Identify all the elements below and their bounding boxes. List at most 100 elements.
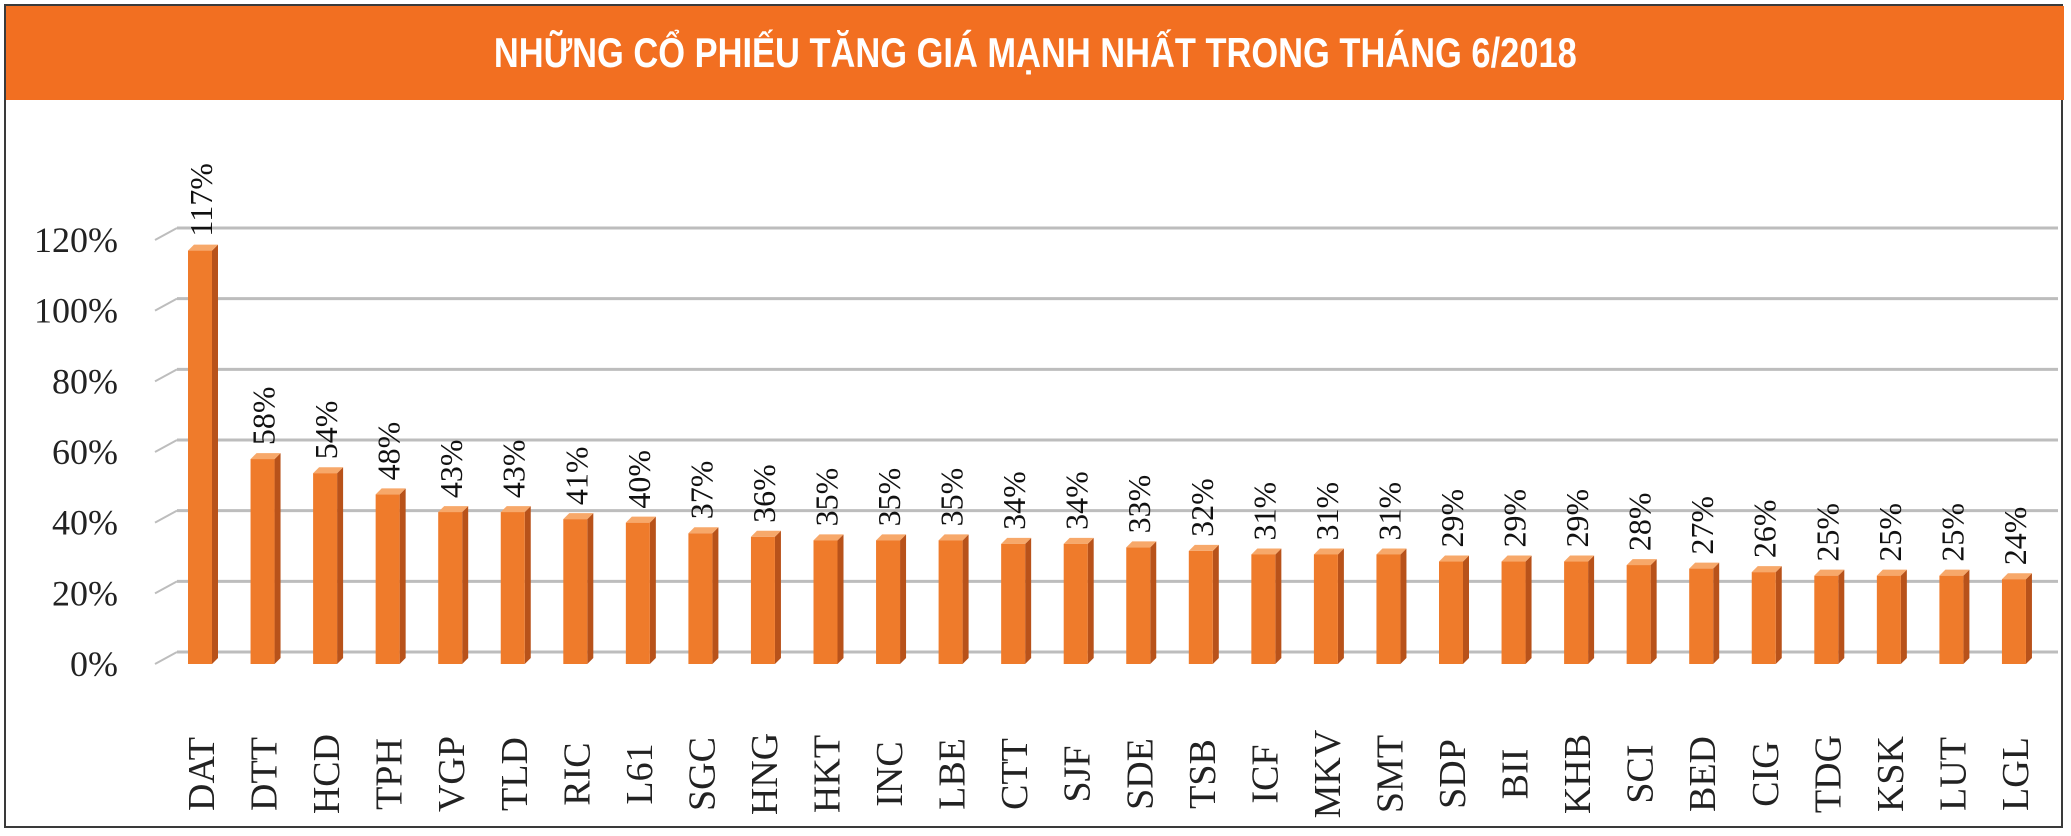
bar-side xyxy=(524,506,531,664)
data-label: 37% xyxy=(683,461,719,520)
bar-top xyxy=(813,534,844,541)
data-label: 29% xyxy=(1434,489,1470,548)
bar-TPH xyxy=(375,488,406,664)
bar-side xyxy=(1087,537,1094,664)
bar-side xyxy=(274,453,281,664)
bar-top xyxy=(313,467,344,474)
bar-INC xyxy=(876,534,907,664)
data-label: 25% xyxy=(1809,503,1845,562)
data-label: 29% xyxy=(1497,489,1533,548)
bar-side xyxy=(1337,548,1344,664)
x-tick-label: VGP xyxy=(431,736,473,812)
y-tick-label: 0% xyxy=(70,644,118,684)
data-label: 29% xyxy=(1559,489,1595,548)
x-tick-label: CIG xyxy=(1745,741,1787,806)
x-tick-label: KHB xyxy=(1557,734,1599,814)
bar-front xyxy=(1188,550,1213,664)
bar-LUT xyxy=(1939,569,1970,664)
bar-TSB xyxy=(1188,544,1219,664)
bar-side xyxy=(774,530,781,664)
bar-MKV xyxy=(1313,548,1344,664)
y-tick-label: 80% xyxy=(52,361,118,401)
x-tick-label: TLD xyxy=(494,737,536,811)
bar-side xyxy=(1713,562,1720,664)
bar-SDE xyxy=(1126,541,1157,664)
bar-side xyxy=(1212,544,1219,664)
x-tick-label: KSK xyxy=(1870,735,1912,812)
bar-TLD xyxy=(500,506,531,664)
bar-CTT xyxy=(1001,537,1032,664)
data-label: 31% xyxy=(1246,482,1282,541)
bar-SCI xyxy=(1626,559,1657,664)
bar-KHB xyxy=(1564,555,1595,664)
x-tick-label: MKV xyxy=(1307,729,1349,818)
bar-top xyxy=(1689,562,1720,569)
bar-front xyxy=(625,522,650,664)
data-label: 43% xyxy=(433,439,469,498)
bar-top xyxy=(1188,544,1219,551)
x-tick-label: SMT xyxy=(1369,735,1411,813)
data-label: 36% xyxy=(746,464,782,523)
bar-top xyxy=(250,453,281,460)
bar-side xyxy=(1525,555,1532,664)
bar-top xyxy=(1376,548,1407,555)
bar-top xyxy=(438,506,469,513)
bar-front xyxy=(688,533,713,664)
data-label: 35% xyxy=(809,468,845,527)
bar-front xyxy=(1501,561,1526,664)
data-label: 24% xyxy=(1997,507,2033,566)
data-label: 34% xyxy=(996,471,1032,530)
x-tick-label: HNG xyxy=(744,733,786,815)
y-tick-label: 60% xyxy=(52,432,118,472)
bar-top xyxy=(876,534,907,541)
bar-front xyxy=(1126,547,1151,664)
gridline-slant xyxy=(154,297,178,312)
data-label: 48% xyxy=(371,422,407,481)
bar-top xyxy=(1626,559,1657,566)
y-tick-label: 20% xyxy=(52,573,118,613)
bar-front xyxy=(375,494,400,664)
bar-HKT xyxy=(813,534,844,664)
x-tick-label: LBE xyxy=(932,738,974,810)
y-tick-label: 120% xyxy=(34,220,118,260)
bar-top xyxy=(1876,569,1907,576)
x-tick-label: HKT xyxy=(807,735,849,813)
bar-top xyxy=(188,244,218,251)
bar-side xyxy=(1588,555,1595,664)
bar-BED xyxy=(1689,562,1720,664)
data-label: 28% xyxy=(1622,492,1658,551)
data-label: 40% xyxy=(621,450,657,509)
bar-HNG xyxy=(750,530,781,664)
bar-front xyxy=(500,512,525,664)
bar-top xyxy=(1251,548,1282,555)
bar-front xyxy=(938,540,963,664)
x-tick-label: HCD xyxy=(306,734,348,814)
bar-side xyxy=(587,513,594,664)
data-label: 33% xyxy=(1121,475,1157,534)
bar-LGL xyxy=(2001,573,2032,664)
x-tick-label: BII xyxy=(1495,749,1537,800)
bar-front xyxy=(876,540,901,664)
x-tick-label: LGL xyxy=(1995,737,2037,811)
bar-front xyxy=(1564,561,1589,664)
x-tick-label: SJF xyxy=(1057,745,1099,802)
bar-top xyxy=(625,516,656,523)
data-label: 34% xyxy=(1059,471,1095,530)
bar-DTT xyxy=(250,453,281,664)
x-tick-label: SCI xyxy=(1620,744,1662,803)
x-tick-label: TDG xyxy=(1807,735,1849,813)
bar-front xyxy=(1689,568,1714,664)
bar-front xyxy=(1939,575,1964,664)
bar-side xyxy=(1900,569,1907,664)
data-label: 31% xyxy=(1371,482,1407,541)
bar-top xyxy=(688,527,719,534)
x-tick-label: SDE xyxy=(1119,738,1161,810)
bar-top xyxy=(1126,541,1157,548)
gridline-slant xyxy=(154,580,178,595)
bar-HCD xyxy=(313,467,344,664)
bar-RIC xyxy=(563,513,594,664)
bar-LBE xyxy=(938,534,969,664)
bar-top xyxy=(1063,537,1094,544)
bar-front xyxy=(1313,554,1338,664)
